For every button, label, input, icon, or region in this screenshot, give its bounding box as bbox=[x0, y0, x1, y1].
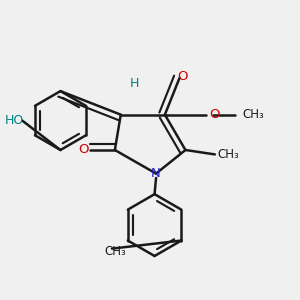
Text: CH₃: CH₃ bbox=[105, 245, 126, 258]
Text: N: N bbox=[151, 167, 161, 180]
Text: HO: HO bbox=[5, 114, 25, 127]
Text: CH₃: CH₃ bbox=[218, 148, 240, 161]
Text: O: O bbox=[210, 108, 220, 121]
Text: O: O bbox=[177, 70, 188, 83]
Text: CH₃: CH₃ bbox=[242, 108, 264, 121]
Text: H: H bbox=[129, 77, 139, 90]
Text: O: O bbox=[79, 143, 89, 157]
